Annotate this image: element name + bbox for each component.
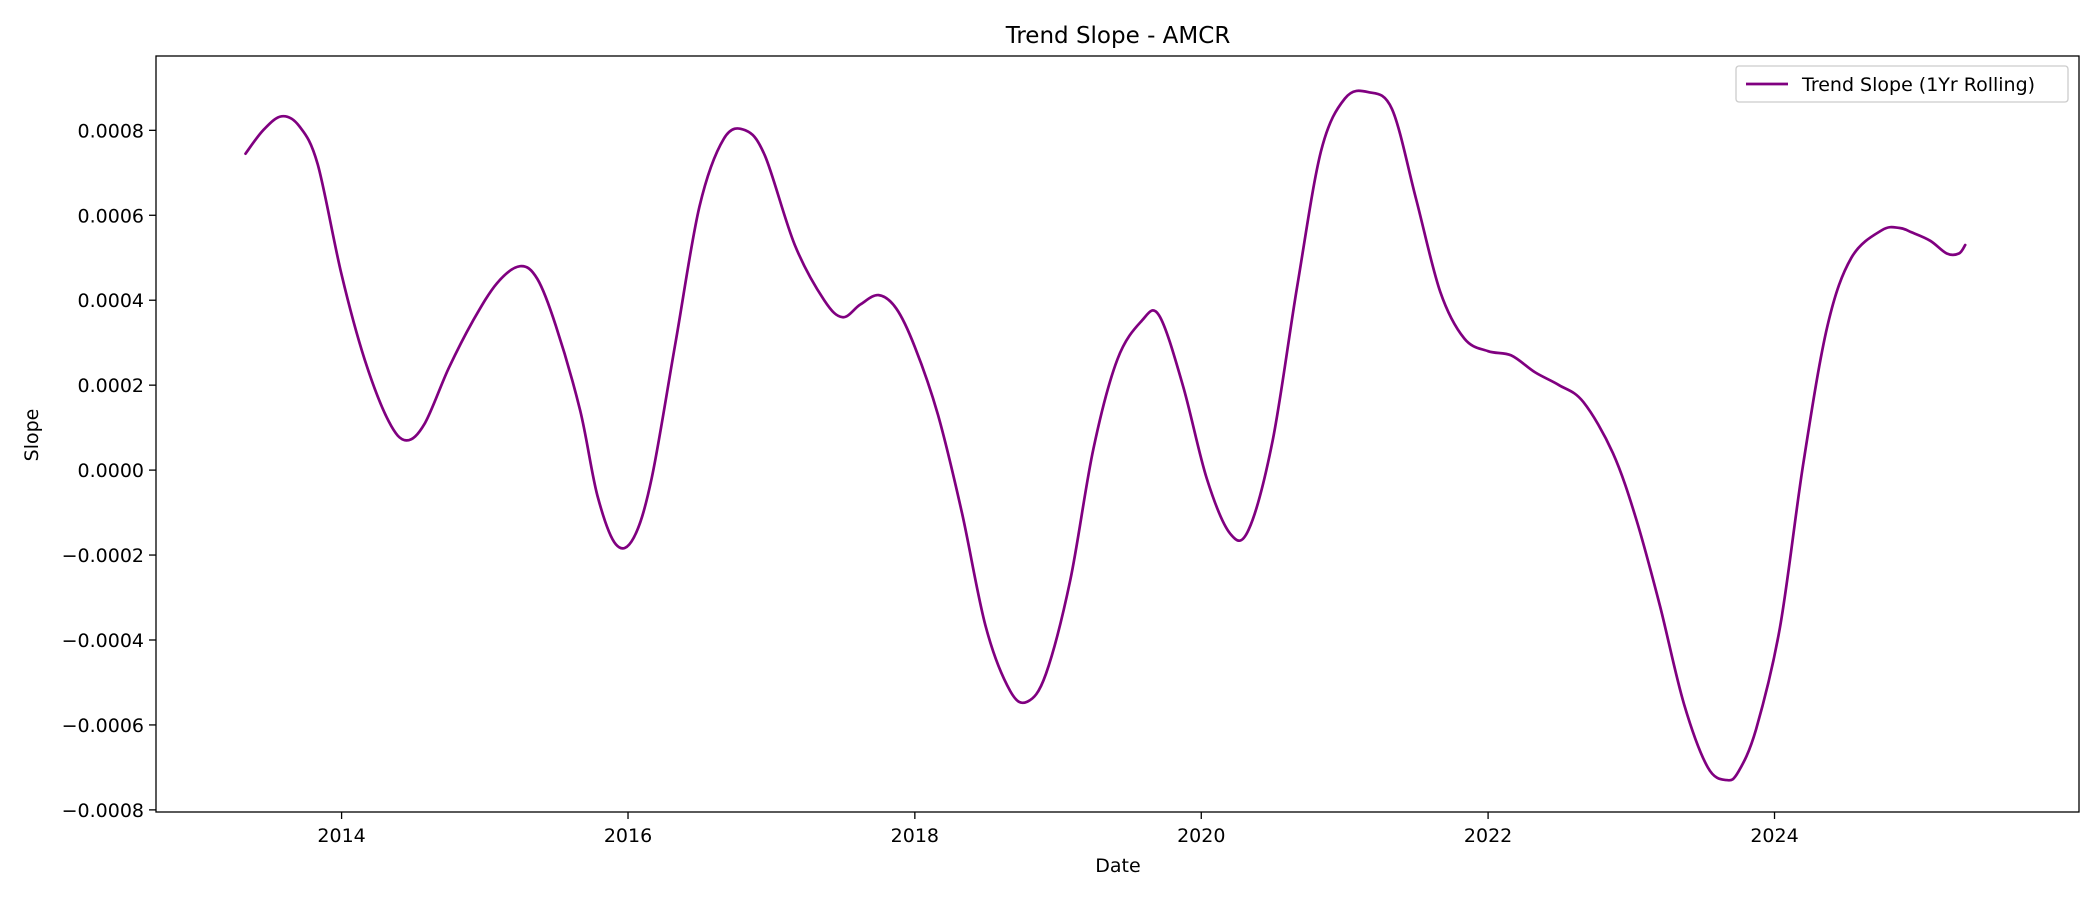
x-tick-label: 2022 [1464, 825, 1512, 847]
x-axis-label: Date [1095, 855, 1140, 877]
chart-title: Trend Slope - AMCR [1005, 23, 1231, 49]
y-axis-label: Slope [21, 409, 43, 462]
plot-area-frame [155, 55, 2080, 813]
y-tick-label: 0.0006 [78, 205, 144, 227]
x-tick-label: 2016 [604, 825, 652, 847]
y-tick-label: −0.0008 [62, 800, 144, 822]
x-tick-label: 2020 [1177, 825, 1225, 847]
y-tick-label: 0.0002 [78, 375, 144, 397]
legend-box [1735, 65, 2069, 103]
x-tick-label: 2024 [1750, 825, 1798, 847]
x-tick-label: 2018 [891, 825, 939, 847]
y-tick-label: 0.0008 [78, 120, 144, 142]
y-axis-ticks: 0.0008 0.0006 0.0004 0.0002 0.0000 −0.0002 −0.… [62, 120, 156, 822]
y-tick-label: −0.0004 [62, 630, 144, 652]
trend-slope-series-line [244, 89, 1967, 782]
legend[interactable]: Trend Slope (1Yr Rolling) [1735, 65, 2069, 103]
y-tick-label: 0.0004 [78, 290, 144, 312]
x-axis-ticks: 2014 2016 2018 2020 2022 2024 [317, 812, 1799, 847]
y-tick-label: −0.0006 [62, 715, 144, 737]
y-tick-label: −0.0002 [62, 545, 144, 567]
y-tick-label: 0.0000 [78, 460, 144, 482]
legend-label-trend-slope: Trend Slope (1Yr Rolling) [1801, 74, 2035, 96]
x-tick-label: 2014 [317, 825, 365, 847]
